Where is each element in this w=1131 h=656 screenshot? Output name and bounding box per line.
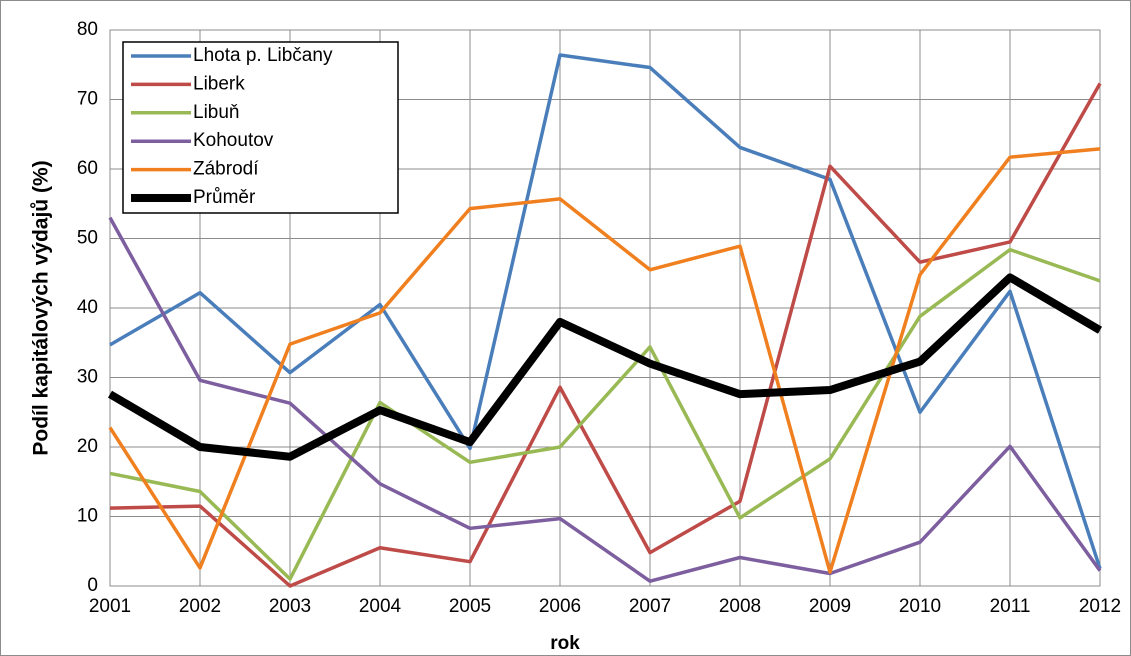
legend-label: Libuň	[193, 102, 240, 123]
x-tick-label: 2002	[179, 596, 221, 617]
y-tick-label: 70	[77, 89, 98, 110]
legend-label: Liberk	[193, 73, 245, 94]
x-tick-label: 2006	[539, 596, 581, 617]
legend-label: Kohoutov	[193, 130, 274, 151]
x-tick-label: 2007	[629, 596, 671, 617]
plot-border	[109, 29, 1101, 587]
series-line	[109, 53, 1102, 570]
x-tick-label: 2004	[359, 596, 402, 617]
x-tick-label: 2008	[719, 596, 761, 617]
y-axis-label: Podíl kapitálových výdajů (%)	[30, 160, 53, 455]
y-tick-label: 80	[77, 19, 98, 40]
series-line	[109, 247, 1101, 581]
x-tick-label: 2011	[990, 596, 1031, 617]
x-tick-label: 2010	[899, 596, 941, 617]
y-tick-label: 0	[87, 575, 98, 596]
legend-label: Průměr	[193, 187, 256, 208]
x-axis-label: rok	[550, 633, 580, 654]
x-tick-label: 2001	[89, 596, 131, 617]
legend-box	[122, 41, 399, 214]
y-tick-label: 10	[77, 506, 98, 527]
x-tick-label: 2005	[449, 596, 491, 617]
series-line	[108, 216, 1102, 583]
series-line	[107, 273, 1103, 461]
series-line	[109, 82, 1102, 588]
series-line	[108, 147, 1101, 574]
y-tick-label: 60	[77, 158, 98, 179]
y-tick-label: 40	[77, 297, 98, 318]
legend-label: Zábrodí	[193, 159, 259, 180]
y-tick-label: 50	[77, 228, 98, 249]
x-tick-label: 2003	[269, 596, 311, 617]
x-tick-label: 2012	[1079, 596, 1121, 617]
legend-label: Lhota p. Libčany	[193, 45, 333, 66]
y-tick-label: 30	[77, 367, 98, 388]
y-tick-label: 20	[77, 436, 98, 457]
x-tick-label: 2009	[809, 596, 851, 617]
